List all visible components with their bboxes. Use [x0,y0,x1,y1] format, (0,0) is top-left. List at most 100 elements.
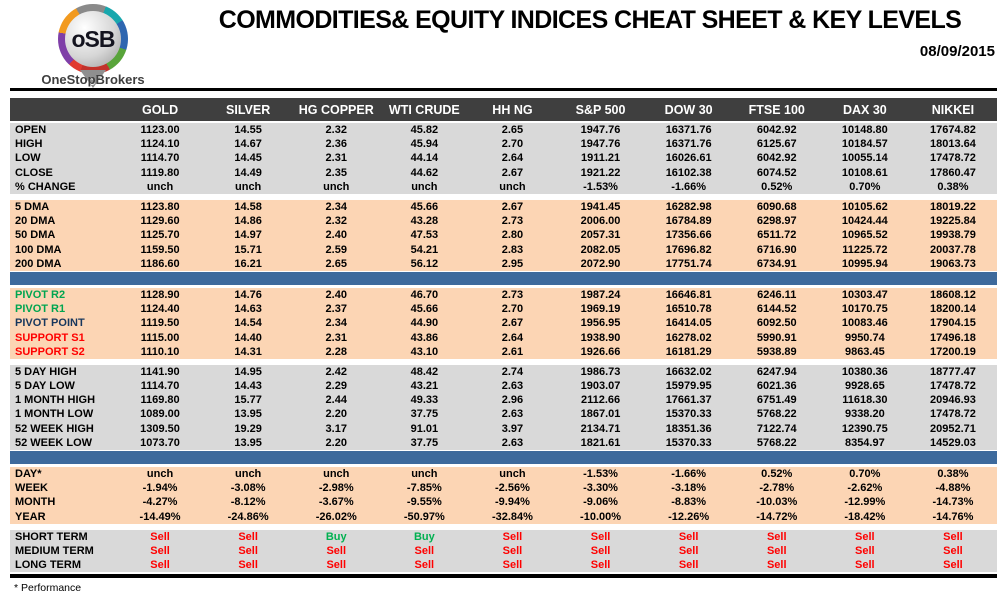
cell-value: 16181.29 [665,345,712,358]
table-row-moving-averages: 50 DMA 1125.70 14.97 2.40 47.53 2.80 2057.31 17… [10,228,997,243]
cell-value: 18351.36 [665,422,712,435]
cell-value: 18019.22 [929,201,976,214]
cell-value: 19.29 [234,422,262,435]
cell-value: 6716.90 [756,243,797,256]
cell-value: 1309.50 [140,422,180,435]
cell-value: 1926.66 [580,345,621,358]
table-row-ohlc: % CHANGE unch unch unch unch unch -1.53% -1.66%… [10,179,997,194]
cell-value: 1941.45 [580,201,621,214]
cell-value: Sell [238,559,258,572]
cell-value: 2.40 [325,288,347,301]
table-row-pivots: PIVOT R2 1128.90 14.76 2.40 46.70 2.73 1987.24… [10,287,997,303]
cell-value: 1123.00 [140,124,180,137]
cell-value: -7.85% [406,482,442,495]
cell-value: -9.94% [495,496,530,509]
row-label: CLOSE [15,166,53,179]
cell-value: 5938.89 [756,345,797,358]
cell-value: unch [499,180,526,193]
row-label: SHORT TERM [15,530,88,543]
cell-value: 1969.19 [580,303,621,316]
cell-value: -1.66% [671,180,707,193]
table-row-ranges: 52 WEEK HIGH 1309.50 19.29 3.17 91.01 3.97 213… [10,421,997,436]
cell-value: Sell [414,559,435,572]
cell-value: -1.53% [583,180,618,193]
cell-value: -10.03% [756,496,798,509]
cell-value: 14529.03 [929,436,976,449]
row-label: MONTH [15,496,56,509]
cell-value: Buy [325,530,347,543]
cell-value: 13.95 [234,436,262,449]
table-row-ranges: 5 DAY LOW 1114.70 14.43 2.29 43.21 2.63 1903.0… [10,379,997,394]
cell-value: 17356.66 [665,229,712,242]
column-header: DAX 30 [842,102,887,117]
table-row-pivots: PIVOT R1 1124.40 14.63 2.37 45.66 2.70 1969.19… [10,302,997,317]
cell-value: 1867.01 [580,408,621,421]
logo-pin-tip-icon [80,70,106,88]
cell-value: -4.27% [142,496,178,509]
report-date: 08/09/2015 [919,43,995,60]
cell-value: 2.64 [501,331,524,344]
table-row-ohlc: LOW 1114.70 14.45 2.31 44.14 2.64 1911.21 16026… [10,151,997,166]
cell-value: 46.70 [410,288,439,301]
cell-value: 18200.14 [929,303,976,316]
cell-value: 2.37 [325,303,347,316]
row-label: PIVOT R1 [15,303,66,316]
cell-value: 2.42 [325,365,347,378]
cell-value: 14.55 [234,124,262,137]
cell-value: Sell [150,530,170,543]
cell-value: -3.18% [671,482,707,495]
cell-value: 2.83 [501,243,524,256]
cell-value: 2.70 [501,138,524,151]
logo-ring-icon: oSB [58,4,128,74]
table-row-pivots: PIVOT POINT 1119.50 14.54 2.34 44.90 2.67 1956… [10,316,997,331]
cell-value: 43.86 [410,331,439,344]
cell-value: 16282.98 [665,201,712,214]
cell-value: Sell [590,544,611,557]
column-header-row: GOLD SILVER HG COPPER WTI CRUDE HH NG S&P 500… [10,98,997,123]
cell-value: unch [411,180,438,193]
cell-value: 43.21 [410,380,439,393]
cell-value: 2.44 [325,394,347,407]
cell-value: 1821.61 [580,436,621,449]
row-label: PIVOT R2 [15,288,66,301]
column-header: GOLD [141,102,179,117]
row-label: 5 DAY LOW [15,380,75,393]
cell-value: 20946.93 [929,394,976,407]
cell-value: Sell [678,544,699,557]
column-header: HG COPPER [298,102,374,117]
cell-value: 11225.72 [842,243,888,256]
cell-value: -12.99% [844,496,886,509]
cell-value: 1911.21 [580,152,621,165]
cell-value: 10965.52 [841,229,888,242]
cell-value: 1119.50 [140,317,180,330]
table-row-ranges: 5 DAY HIGH 1141.90 14.95 2.42 48.42 2.74 1986.… [10,364,997,379]
cell-value: -14.49% [139,510,181,523]
cell-value: 2.32 [325,124,347,137]
cell-value: -24.86% [227,510,269,523]
table-row-ohlc: OPEN 1123.00 14.55 2.32 45.82 2.65 1947.76 1637… [10,123,997,138]
cell-value: 17478.72 [929,408,976,421]
cell-value: 17904.15 [929,317,976,330]
cell-value: 2.67 [501,201,524,214]
cell-value: Sell [502,530,523,543]
cell-value: 1938.90 [580,331,621,344]
cell-value: 2.31 [325,152,347,165]
cell-value: 1987.24 [580,288,621,301]
cell-value: 5768.22 [756,436,797,449]
cell-value: 2.61 [501,345,524,358]
cell-value: Sell [766,530,787,543]
cell-value: 2.20 [325,408,347,421]
section-gap [10,358,997,365]
row-label: % CHANGE [15,180,76,193]
cell-value: 2.28 [325,345,347,358]
cell-value: -1.53% [583,468,618,481]
cell-value: Sell [150,559,170,572]
cell-value: -18.42% [844,510,886,523]
cell-value: 2.67 [501,317,524,330]
title-block: COMMODITIES& EQUITY INDICES CHEAT SHEET … [185,6,995,60]
cell-value: 45.66 [410,303,439,316]
cell-value: 14.76 [234,288,262,301]
cell-value: 1141.90 [140,365,180,378]
cell-value: -26.02% [315,510,357,523]
table-row-performance: YEAR -14.49% -24.86% -26.02% -50.97% -32.84% -… [10,509,997,524]
